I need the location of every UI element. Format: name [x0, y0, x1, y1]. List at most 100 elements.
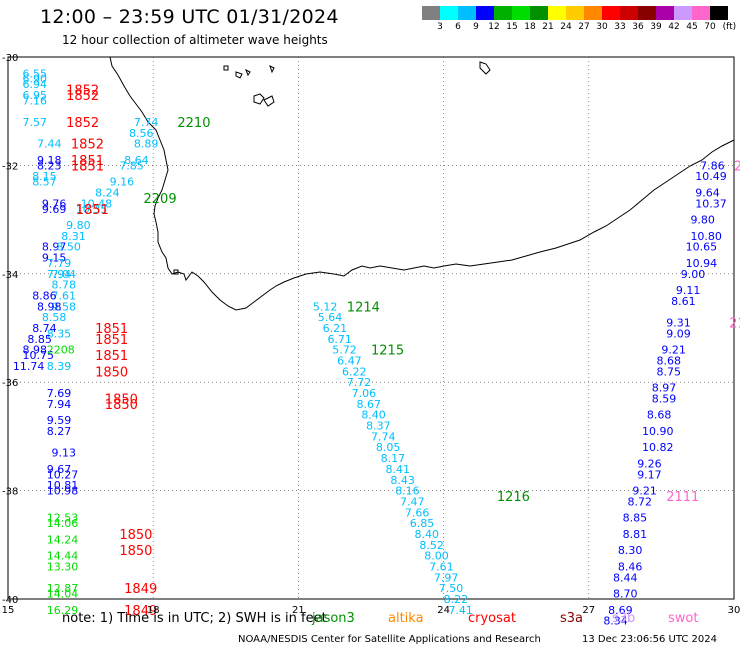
- legend-labels: 3 6 9 12 15 18 21 24 27 30 33 36 39 42 45 70 (ft): [422, 20, 736, 34]
- wave-height-value: 8.30: [618, 544, 643, 557]
- wave-height-value: 9.69: [42, 203, 67, 216]
- wave-height-value: 8.58: [42, 311, 67, 324]
- page-subtitle: 12 hour collection of altimeter wave hei…: [62, 33, 328, 47]
- pass-time-label: 1850: [105, 398, 138, 413]
- wave-height-value: 8.68: [657, 355, 682, 368]
- wave-height-value: 8.43: [390, 474, 415, 487]
- wave-height-value: 10.35: [76, 203, 108, 216]
- wave-height-value: 8.81: [623, 528, 648, 541]
- wave-height-value: 8.68: [647, 409, 672, 422]
- wave-height-value: 8.61: [671, 295, 696, 308]
- pass-time-label: 1851: [95, 333, 128, 348]
- lon-tick-label: 15: [2, 605, 15, 616]
- wave-height-value: 14.24: [47, 533, 79, 546]
- footer-timestamp: 13 Dec 23:06:56 UTC 2024: [582, 634, 717, 645]
- wave-height-value: 7.57: [23, 116, 48, 129]
- footer-org: NOAA/NESDIS Center for Satellite Applica…: [238, 634, 541, 645]
- wave-height-value: 9.00: [681, 268, 706, 281]
- wave-height-value: 14.44: [47, 550, 79, 563]
- wave-height-value: 8.78: [52, 279, 76, 292]
- wave-height-value: 8.69: [608, 604, 633, 617]
- legend-swatch: [710, 6, 728, 20]
- note-text: note: 1) Time is in UTC; 2) SWH is in fe…: [62, 611, 327, 626]
- legend-label: 33: [614, 22, 626, 32]
- legend-label: 70: [704, 22, 716, 32]
- lon-tick-label: 24: [437, 605, 450, 616]
- wave-height-value: 9.58: [52, 300, 76, 313]
- legend-swatch: [494, 6, 512, 20]
- wave-height-value: 9.09: [666, 327, 691, 340]
- pass-time-label: 1852: [71, 138, 104, 153]
- wave-height-value: 8.85: [27, 333, 52, 346]
- pass-time-label: 1851: [76, 203, 109, 218]
- wave-height-value: 8.74: [32, 322, 57, 335]
- wave-height-value: 10.98: [47, 485, 79, 498]
- pass-time-label: 1851: [71, 159, 104, 174]
- altimeter-tracks: 6.556.906.946.957.16 7.57 7.44 8.158.57 9.18…: [13, 67, 727, 627]
- pass-time-label: 2112: [729, 317, 740, 332]
- legend-label: 39: [650, 22, 662, 32]
- pass-time-label: 1850: [119, 544, 152, 559]
- legend-label: 42: [668, 22, 680, 32]
- wave-height-value: 5.72: [332, 344, 357, 357]
- wave-height-value: 10.37: [695, 197, 727, 210]
- satellite-s3a: s3a: [560, 611, 584, 626]
- wave-height-value: 9.80: [690, 214, 715, 227]
- wave-height-value: 8.22: [444, 593, 469, 606]
- wave-height-value: 8.44: [613, 571, 638, 584]
- wave-height-value: 8.52: [419, 539, 444, 552]
- wave-height-value: 8.40: [361, 409, 386, 422]
- wave-height-value: 9.31: [666, 317, 691, 330]
- wave-height-value: 8.50: [56, 241, 81, 254]
- satellite-altika: altika: [388, 611, 424, 626]
- wave-height-value: 8.41: [386, 463, 411, 476]
- wave-height-value: 7.94: [47, 398, 72, 411]
- wave-height-value: 9.80: [66, 219, 91, 232]
- pass-time-label: 1852: [66, 89, 99, 104]
- pass-time-label: 1849: [124, 604, 157, 619]
- legend-swatch: [566, 6, 584, 20]
- pass-time-label: 1214: [347, 300, 380, 315]
- wave-height-value: 8.24: [95, 187, 120, 200]
- lon-tick-label: 27: [582, 605, 595, 616]
- wave-height-value: 7.72: [347, 376, 372, 389]
- wave-height-value: 9.15: [42, 252, 67, 265]
- wave-height-value: 8.00: [424, 550, 449, 563]
- wave-height-value: 8.16: [395, 485, 420, 498]
- wave-height-value: 6.90: [23, 73, 48, 86]
- color-legend: 3 6 9 12 15 18 21 24 27 30 33 36 39 42 45 70 (ft): [422, 6, 736, 34]
- legend-swatch: [530, 6, 548, 20]
- wave-height-value: 6.47: [337, 355, 362, 368]
- wave-height-value: 8.46: [618, 560, 643, 573]
- pass-time-label: 1850: [95, 365, 128, 380]
- wave-height-value: 9.67: [47, 463, 72, 476]
- page-title: 12:00 – 23:59 UTC 01/31/2024: [40, 6, 339, 28]
- legend-unit: (ft): [722, 22, 737, 32]
- wave-height-value: 6.85: [410, 517, 435, 530]
- wave-height-value: 14.06: [47, 517, 79, 530]
- wave-height-value: 10.90: [642, 425, 674, 438]
- wave-height-value: 8.72: [628, 495, 653, 508]
- legend-label: 6: [455, 22, 461, 32]
- wave-height-value: 8.31: [61, 230, 86, 243]
- wave-height-value: 9.64: [695, 187, 720, 200]
- wave-height-value: 10.81: [47, 479, 79, 492]
- wave-height-value: 7.66: [405, 506, 430, 519]
- wave-height-value: 7.06: [352, 387, 377, 400]
- pass-time-labels: 1852185218521852185118511851185118511851…: [66, 84, 740, 619]
- pass-time-label: 1215: [371, 344, 404, 359]
- wave-height-value: 7.97: [434, 571, 459, 584]
- legend-swatch: [440, 6, 458, 20]
- legend-swatch: [512, 6, 530, 20]
- legend-swatch: [656, 6, 674, 20]
- wave-height-value: 8.57: [32, 176, 57, 189]
- wave-height-value: 6.94: [23, 78, 48, 91]
- satellite-swot: swot: [668, 611, 699, 626]
- lat-tick-label: -32: [2, 161, 18, 172]
- lon-tick-label: 21: [292, 605, 305, 616]
- wave-height-value: 10.48: [81, 197, 113, 210]
- wave-height-value: 8.59: [652, 392, 677, 405]
- lat-tick-label: -36: [2, 378, 18, 389]
- wave-height-value: 7.94: [47, 268, 72, 281]
